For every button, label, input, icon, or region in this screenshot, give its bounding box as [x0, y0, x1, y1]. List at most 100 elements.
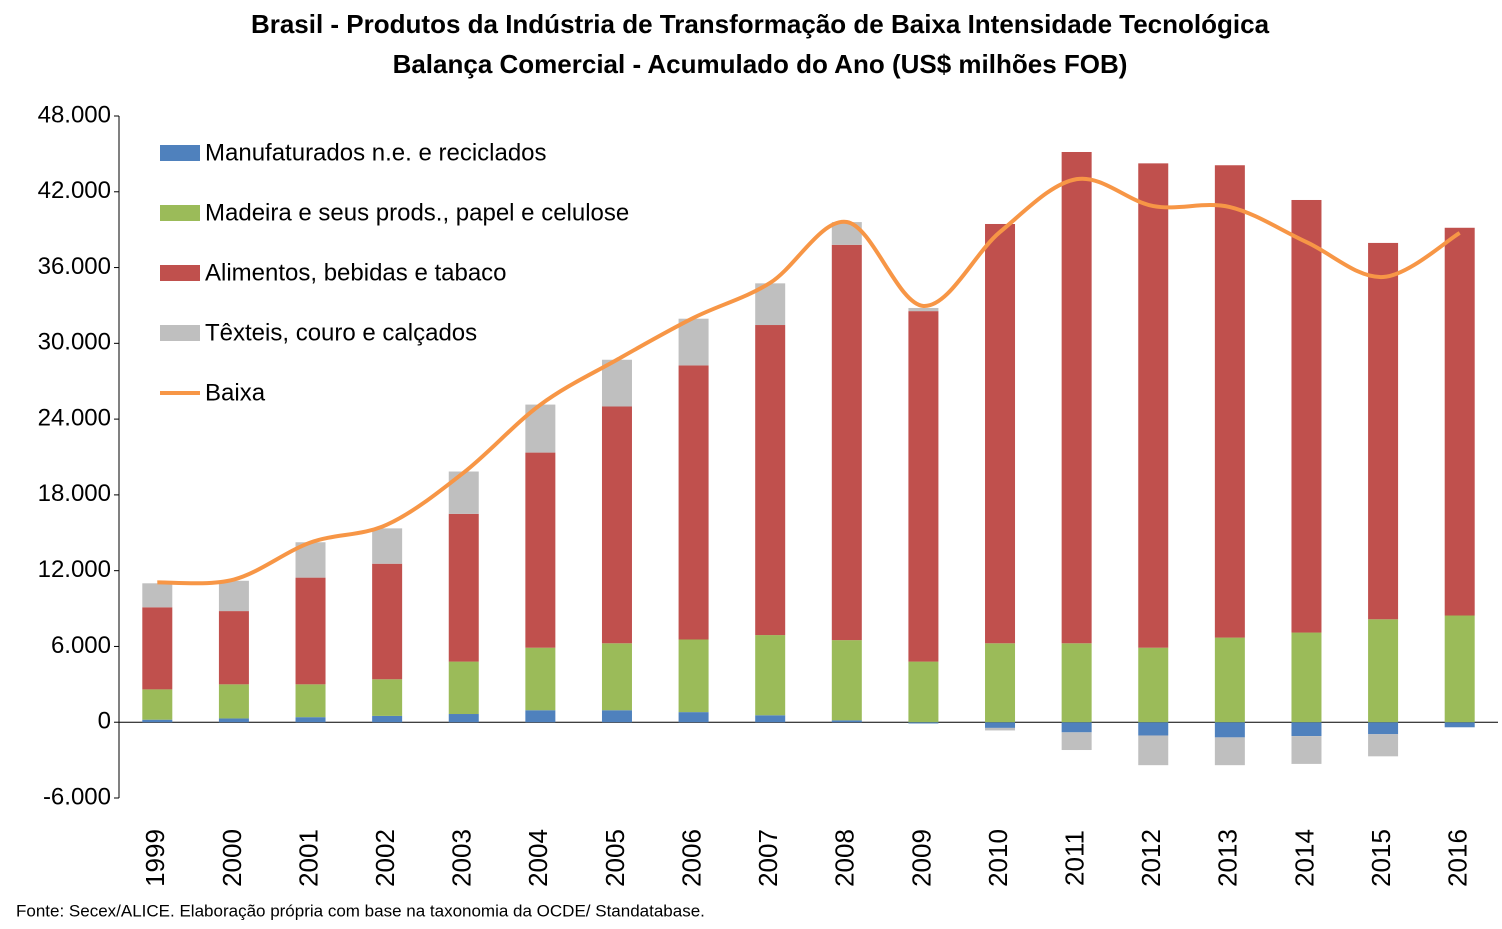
bar-segment: [372, 563, 403, 680]
x-tick-label: 2013: [1213, 829, 1243, 887]
bar-segment: [295, 684, 326, 718]
bar-segment: [908, 722, 939, 724]
x-tick-label: 2011: [1060, 830, 1090, 886]
bar-segment: [601, 406, 632, 644]
bar-segment: [1061, 643, 1092, 723]
x-tick-label: 2008: [830, 829, 860, 887]
chart-subtitle: Balança Comercial - Acumulado do Ano (US…: [393, 49, 1128, 79]
bar-segment: [295, 717, 326, 723]
x-tick-label: 2005: [600, 829, 630, 887]
bar-segment: [218, 718, 249, 723]
bar-segment: [1444, 615, 1475, 723]
x-tick-label: 2012: [1136, 829, 1166, 887]
bar-segment: [601, 643, 632, 711]
bar-segment: [142, 719, 173, 723]
legend-swatch: [160, 145, 200, 161]
bar-segment: [218, 611, 249, 685]
bar-segment: [908, 661, 939, 723]
bar-segment: [142, 583, 173, 608]
legend-swatch: [160, 265, 200, 281]
y-tick-label: 18.000: [38, 480, 111, 507]
x-tick-label: 2009: [906, 829, 936, 887]
bar-segment: [1368, 734, 1399, 757]
legend-label: Manufaturados n.e. e reciclados: [205, 139, 547, 166]
bar-segment: [448, 661, 479, 715]
bar-segment: [525, 452, 556, 648]
bar-segment: [295, 577, 326, 685]
bar-segment: [525, 710, 556, 723]
bar-segment: [1138, 735, 1169, 766]
x-tick-label: 2006: [676, 829, 706, 887]
bar-segment: [1368, 242, 1399, 620]
bar-segment: [142, 689, 173, 720]
bar-segment: [678, 318, 709, 366]
bar-segment: [1368, 722, 1399, 735]
x-tick-label: 2015: [1366, 829, 1396, 887]
source-note: Fonte: Secex/ALICE. Elaboração própria c…: [16, 901, 705, 920]
bar-segment: [1061, 151, 1092, 644]
legend-label: Alimentos, bebidas e tabaco: [205, 259, 507, 286]
legend-label: Têxteis, couro e calçados: [205, 319, 477, 346]
bar-segment: [831, 244, 862, 641]
y-tick-label: 36.000: [38, 253, 111, 280]
bar-segment: [372, 528, 403, 564]
bar-segment: [678, 365, 709, 640]
bar-segment: [142, 607, 173, 690]
bar-segment: [1291, 632, 1322, 723]
x-tick-label: 2001: [293, 829, 323, 887]
bar-segment: [448, 513, 479, 662]
bar-segment: [218, 580, 249, 612]
x-tick-label: 2000: [217, 829, 247, 887]
bar-segment: [372, 715, 403, 723]
bar-segment: [1444, 722, 1475, 728]
y-tick-label: 0: [98, 708, 111, 735]
bar-segment: [678, 712, 709, 723]
x-tick-label: 2016: [1443, 829, 1473, 887]
bar-segment: [831, 640, 862, 721]
bar-segment: [218, 684, 249, 719]
bar-segment: [1138, 163, 1169, 648]
bar-segment: [985, 223, 1016, 644]
bar-segment: [831, 720, 862, 723]
bar-segment: [755, 715, 786, 723]
bar-segment: [1061, 732, 1092, 751]
bar-segment: [985, 643, 1016, 723]
bar-segment: [1214, 722, 1245, 738]
bar-segment: [985, 727, 1016, 731]
bar-segment: [1368, 619, 1399, 723]
bar-segment: [601, 710, 632, 723]
x-tick-label: 2003: [447, 829, 477, 887]
x-tick-label: 2014: [1289, 829, 1319, 887]
legend-swatch: [160, 325, 200, 341]
bar-segment: [1138, 722, 1169, 736]
x-tick-label: 2002: [370, 829, 400, 887]
bar-segment: [1214, 737, 1245, 766]
y-tick-label: 12.000: [38, 556, 111, 583]
bar-segment: [831, 222, 862, 245]
bar-segment: [908, 307, 939, 312]
bar-segment: [1291, 736, 1322, 764]
legend-label: Madeira e seus prods., papel e celulose: [205, 199, 629, 226]
x-tick-label: 1999: [140, 829, 170, 887]
legend-label: Baixa: [205, 379, 266, 406]
bar-segment: [1214, 637, 1245, 723]
bar-segment: [755, 325, 786, 636]
bar-segment: [678, 639, 709, 713]
bar-segment: [1291, 722, 1322, 737]
y-tick-label: -6.000: [43, 783, 111, 810]
x-tick-label: 2010: [983, 829, 1013, 887]
bar-segment: [448, 471, 479, 514]
legend-swatch: [160, 205, 200, 221]
line: [157, 176, 1461, 586]
bar-segment: [525, 647, 556, 711]
x-tick-label: 2007: [753, 829, 783, 887]
bar-segment: [1214, 165, 1245, 638]
y-tick-label: 42.000: [38, 177, 111, 204]
x-tick-label: 2004: [523, 829, 553, 887]
bar-segment: [448, 714, 479, 723]
bar-segment: [985, 722, 1016, 728]
bar-segment: [1291, 199, 1322, 633]
bar-segment: [1444, 227, 1475, 616]
bar-segment: [372, 679, 403, 716]
